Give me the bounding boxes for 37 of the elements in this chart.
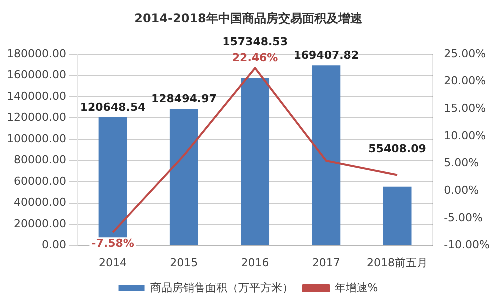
y-tick-label: 0.00 xyxy=(42,238,66,252)
legend-label: 年增速% xyxy=(334,281,378,294)
legend-label: 商品房销售面积（万平方米） xyxy=(150,281,294,294)
chart-title: 2014-2018年中国商品房交易面积及增速 xyxy=(134,11,364,26)
data-label: 157348.53 xyxy=(222,36,288,49)
y2-tick-label: -10.00% xyxy=(444,238,490,252)
y-tick-label: 80000.00 xyxy=(14,154,66,167)
x-tick-label: 2014 xyxy=(99,256,128,270)
data-label: 120648.54 xyxy=(80,100,146,114)
y-tick-label: 20000.00 xyxy=(14,217,66,230)
y-tick-label: 100000.00 xyxy=(6,132,66,146)
bar xyxy=(383,186,412,246)
y-tick-label: 160000.00 xyxy=(6,68,66,82)
x-tick-label: 2015 xyxy=(170,256,198,270)
y2-tick-label: -5.00% xyxy=(444,211,484,224)
x-tick-label: 2017 xyxy=(312,256,340,270)
y2-tick-label: 0.00% xyxy=(444,184,480,197)
y2-tick-label: 20.00% xyxy=(444,74,486,88)
y2-tick-label: 15.00% xyxy=(444,102,486,115)
y-tick-label: 140000.00 xyxy=(6,90,66,103)
x-tick-label: 2018前五月 xyxy=(367,256,428,270)
y2-tick-label: 10.00% xyxy=(444,129,486,142)
y2-tick-label: 5.00% xyxy=(444,156,480,170)
data-label: 22.46% xyxy=(232,52,278,65)
bar xyxy=(312,66,341,246)
data-label: -7.58% xyxy=(92,236,134,250)
y2-tick-label: 25.00% xyxy=(444,47,486,60)
data-label: 128494.97 xyxy=(151,92,217,106)
data-label: 169407.82 xyxy=(294,49,360,62)
data-label: 55408.09 xyxy=(368,142,426,156)
y-tick-label: 40000.00 xyxy=(14,196,66,210)
bar xyxy=(170,109,198,246)
y-tick-label: 120000.00 xyxy=(6,111,66,124)
y-tick-label: 180000.00 xyxy=(6,47,66,60)
x-tick-label: 2016 xyxy=(241,256,270,270)
bar xyxy=(241,78,270,246)
y-tick-label: 60000.00 xyxy=(14,174,66,188)
